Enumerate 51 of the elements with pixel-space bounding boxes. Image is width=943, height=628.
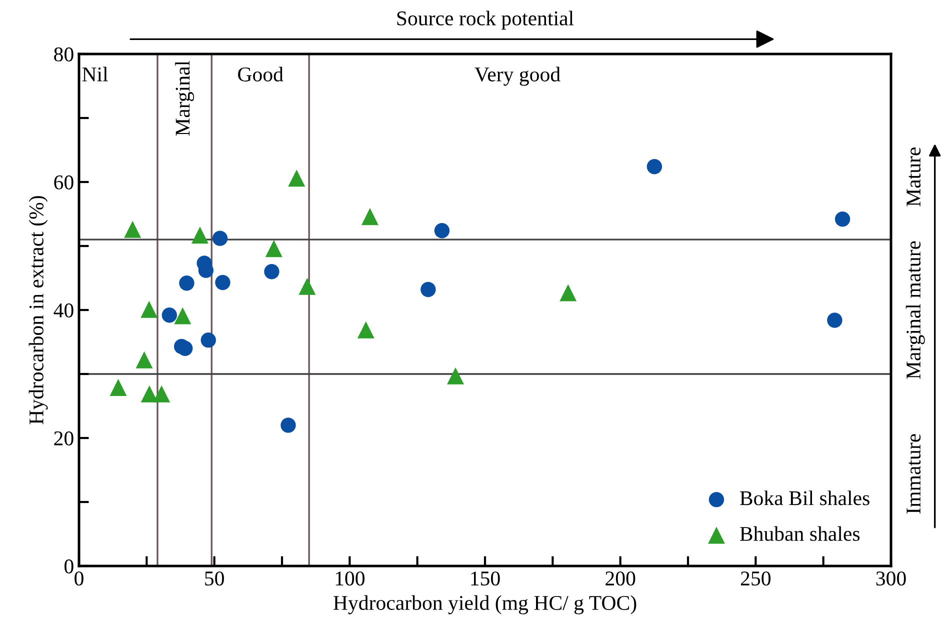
x-tick-label: 50 <box>205 571 224 586</box>
x-tick-label: 100 <box>336 571 364 586</box>
point <box>420 282 436 298</box>
text: Immature <box>906 434 921 514</box>
text: Mature <box>906 148 921 206</box>
point <box>357 321 374 338</box>
y-axis-title: Hydrocarbon in extract (%) <box>28 196 48 424</box>
point <box>162 308 178 323</box>
y-tick-label: 80 <box>54 47 74 62</box>
point <box>124 220 142 238</box>
annotation: Marginal <box>175 60 194 136</box>
point <box>264 264 280 280</box>
x-axis-title: Hydrocarbon yield (mg HC/ g TOC) <box>334 595 636 614</box>
point <box>560 284 577 302</box>
point <box>298 278 316 295</box>
annotation: Nil <box>82 66 108 82</box>
annotation: Very good <box>474 66 560 86</box>
point <box>215 274 230 290</box>
x-tick-label: 300 <box>876 571 906 586</box>
point <box>179 276 194 291</box>
point <box>434 223 450 238</box>
point <box>834 212 850 227</box>
point <box>827 312 842 328</box>
x-tick-label: 250 <box>740 571 770 586</box>
y-tick-label: 0 <box>64 559 74 574</box>
annotation: Good <box>238 66 284 82</box>
x-tick-label: 200 <box>606 571 636 586</box>
point <box>280 418 296 433</box>
point <box>136 351 153 368</box>
point <box>140 385 158 402</box>
x-tick-label: 150 <box>471 571 500 586</box>
point <box>288 170 306 187</box>
point <box>191 226 208 244</box>
point <box>110 378 127 396</box>
source-note: Source rock potential <box>397 10 574 30</box>
y-tick-label: 20 <box>54 431 74 446</box>
point <box>446 367 464 384</box>
legend-label: Bhuban shales <box>740 526 860 541</box>
point <box>646 159 662 174</box>
y-tick-label: 40 <box>54 303 74 318</box>
point <box>153 385 170 402</box>
point <box>200 332 216 348</box>
text: Marginal mature <box>906 241 925 379</box>
point <box>140 300 158 318</box>
x-tick-label: 0 <box>74 571 84 586</box>
point <box>212 230 228 246</box>
point <box>265 240 282 258</box>
y-tick-label: 60 <box>54 175 74 190</box>
legend-label: Boka Bil shales <box>740 490 870 506</box>
point <box>174 307 192 324</box>
point <box>361 208 378 226</box>
